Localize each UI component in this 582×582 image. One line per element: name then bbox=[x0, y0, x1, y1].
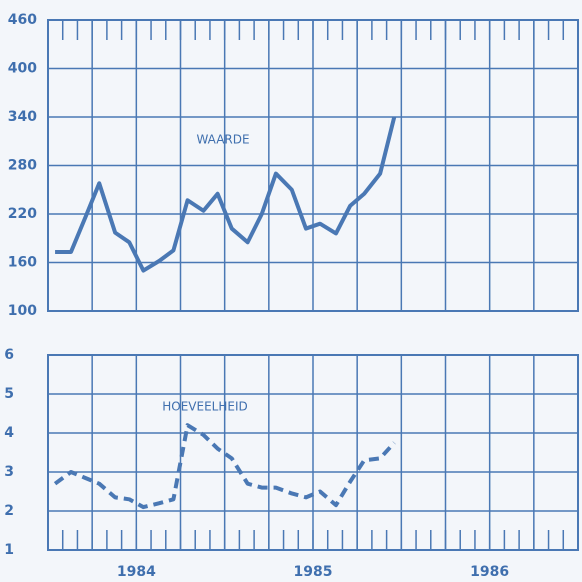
y-tick-label: 100 bbox=[8, 303, 37, 319]
x-tick-label: 1984 bbox=[117, 564, 156, 580]
x-tick-label: 1985 bbox=[294, 564, 333, 580]
y-tick-label: 1 bbox=[4, 542, 14, 558]
y-tick-label: 6 bbox=[4, 347, 14, 363]
y-tick-label: 400 bbox=[8, 61, 37, 77]
data-line bbox=[55, 116, 397, 273]
y-tick-label: 2 bbox=[4, 503, 14, 519]
y-tick-label: 160 bbox=[8, 255, 37, 271]
annotation: HOEVEELHEID bbox=[162, 400, 248, 414]
y-tick-label: 340 bbox=[8, 109, 37, 125]
data-line bbox=[53, 423, 396, 510]
y-tick-label: 5 bbox=[4, 386, 14, 402]
annotation: WAARDE bbox=[196, 133, 249, 147]
y-tick-label: 220 bbox=[8, 206, 37, 222]
y-tick-label: 280 bbox=[8, 158, 37, 174]
y-tick-label: 4 bbox=[4, 425, 14, 441]
y-tick-label: 3 bbox=[4, 464, 14, 480]
y-tick-label: 460 bbox=[8, 12, 37, 28]
x-tick-label: 1986 bbox=[470, 564, 509, 580]
